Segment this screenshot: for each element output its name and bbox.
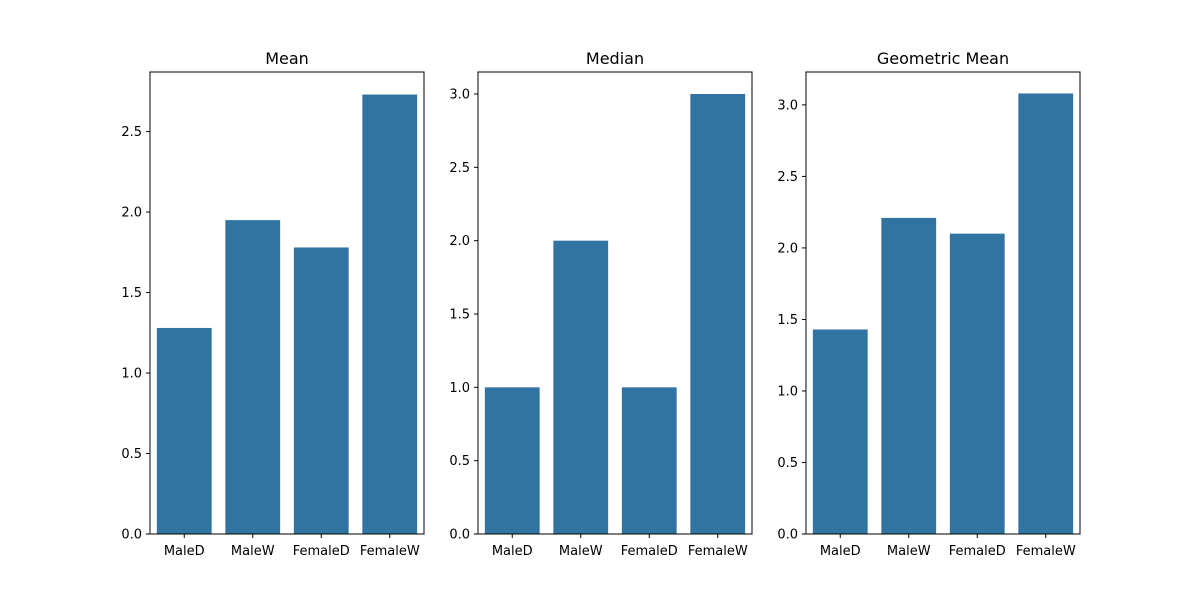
axes-frame xyxy=(805,71,1081,535)
x-tick-label: FemaleD xyxy=(621,544,678,559)
y-tick-label: 1.5 xyxy=(121,286,142,301)
y-tick-label: 1.0 xyxy=(777,384,798,399)
y-tick-label: 3.0 xyxy=(449,88,470,103)
x-tick-label: MaleW xyxy=(887,544,931,559)
y-tick-label: 1.5 xyxy=(449,308,470,323)
chart-title: Median xyxy=(586,49,644,68)
x-tick-label: MaleW xyxy=(231,544,275,559)
y-tick-label: 0.0 xyxy=(777,528,798,543)
y-tick-label: 1.0 xyxy=(449,381,470,396)
x-tick-label: MaleD xyxy=(164,544,205,559)
bar-geometric-mean-femaled xyxy=(949,233,1005,534)
x-tick-label: FemaleW xyxy=(360,544,420,559)
bar-geometric-mean-maled xyxy=(812,329,868,534)
y-tick-label: 1.0 xyxy=(121,367,142,382)
bar-geometric-mean-femalew xyxy=(1018,93,1074,535)
bar-median-maled xyxy=(484,387,540,534)
x-tick-label: MaleD xyxy=(492,544,533,559)
x-tick-label: FemaleW xyxy=(688,544,748,559)
chart-mean: MaleD MaleW FemaleD FemaleW 0.0 0.5 1.0 1.5 2.0 2… xyxy=(121,49,425,559)
chart-title: Geometric Mean xyxy=(877,49,1009,68)
bar-median-malew xyxy=(553,240,609,535)
y-tick-label: 2.5 xyxy=(777,170,798,185)
x-tick-label: FemaleW xyxy=(1016,544,1076,559)
y-tick-label: 3.0 xyxy=(777,98,798,113)
bar-mean-femalew xyxy=(362,94,418,534)
y-tick-label: 2.5 xyxy=(121,125,142,140)
chart-title: Mean xyxy=(265,49,309,68)
axes-frame xyxy=(477,71,753,535)
y-tick-label: 0.0 xyxy=(449,528,470,543)
x-tick-label: FemaleD xyxy=(293,544,350,559)
bar-mean-femaled xyxy=(293,247,349,534)
x-tick-label: MaleD xyxy=(820,544,861,559)
chart-geometric-mean: MaleD MaleW FemaleD FemaleW 0.0 0.5 1.0 1.5 2.0 2… xyxy=(777,49,1081,559)
x-tick-label: MaleW xyxy=(559,544,603,559)
bar-mean-malew xyxy=(225,220,281,534)
y-tick-label: 2.5 xyxy=(449,161,470,176)
y-tick-label: 2.0 xyxy=(121,206,142,221)
chart-median: MaleD MaleW FemaleD FemaleW 0.0 0.5 1.0 1.5 2.0 2… xyxy=(449,49,753,559)
bar-median-femalew xyxy=(690,94,746,534)
x-tick-label: FemaleD xyxy=(949,544,1006,559)
y-tick-label: 0.5 xyxy=(777,456,798,471)
y-tick-label: 0.5 xyxy=(449,454,470,469)
y-tick-label: 2.0 xyxy=(777,241,798,256)
bar-geometric-mean-malew xyxy=(881,217,937,534)
y-tick-label: 0.5 xyxy=(121,447,142,462)
bar-median-femaled xyxy=(621,387,677,534)
y-tick-label: 2.0 xyxy=(449,234,470,249)
y-tick-label: 0.0 xyxy=(121,528,142,543)
y-tick-label: 1.5 xyxy=(777,313,798,328)
bar-mean-maled xyxy=(156,327,212,534)
axes-frame xyxy=(149,71,425,535)
